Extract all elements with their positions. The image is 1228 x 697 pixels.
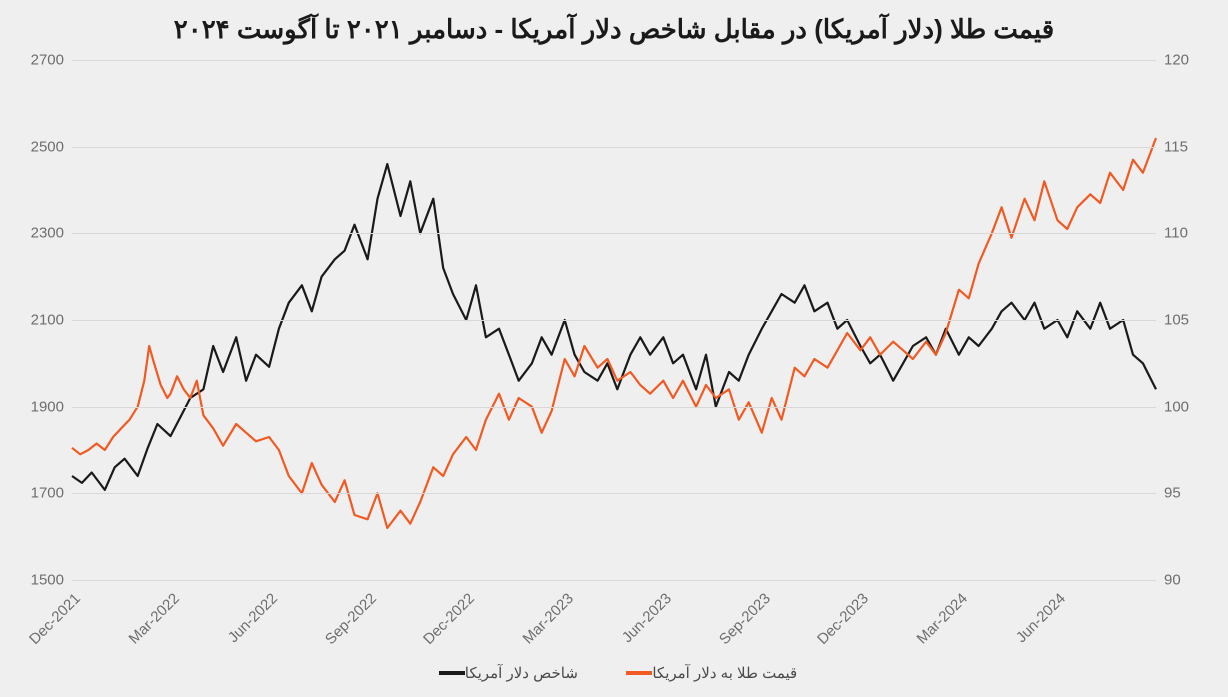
series-line-gold — [72, 138, 1156, 528]
gridline — [72, 580, 1156, 581]
y-left-tick-label: 2300 — [22, 225, 64, 242]
y-left-tick-label: 2100 — [22, 312, 64, 329]
x-tick-label: Sep-2022 — [322, 590, 380, 648]
chart-container: قیمت طلا (دلار آمریکا) در مقابل شاخص دلا… — [0, 0, 1228, 697]
gridline — [72, 493, 1156, 494]
y-left-tick-label: 1500 — [22, 572, 64, 589]
legend-swatch-gold — [626, 671, 652, 675]
x-tick-label: Mar-2024 — [914, 590, 971, 647]
gridline — [72, 320, 1156, 321]
gridline — [72, 147, 1156, 148]
y-left-tick-label: 2500 — [22, 138, 64, 155]
x-tick-label: Dec-2021 — [26, 590, 84, 648]
plot-area: 1500901700951900100210010523001102500115… — [72, 60, 1156, 580]
legend-label-gold: قیمت طلا به دلار آمریکا — [652, 664, 797, 682]
y-right-tick-label: 110 — [1164, 225, 1200, 242]
chart-title: قیمت طلا (دلار آمریکا) در مقابل شاخص دلا… — [0, 0, 1228, 45]
x-tick-label: Mar-2022 — [125, 590, 182, 647]
gridline — [72, 407, 1156, 408]
legend: قیمت طلا به دلار آمریکا شاخص دلار آمریکا — [0, 664, 1228, 683]
series-line-dxy — [72, 164, 1156, 490]
y-right-tick-label: 115 — [1164, 138, 1200, 155]
x-tick-label: Dec-2023 — [814, 590, 872, 648]
x-tick-label: Jun-2024 — [1013, 590, 1069, 646]
x-tick-label: Dec-2022 — [420, 590, 478, 648]
x-tick-label: Sep-2023 — [716, 590, 774, 648]
legend-swatch-dxy — [439, 671, 465, 675]
legend-label-dxy: شاخص دلار آمریکا — [465, 664, 578, 682]
y-right-tick-label: 105 — [1164, 312, 1200, 329]
x-tick-label: Mar-2023 — [519, 590, 576, 647]
gridline — [72, 233, 1156, 234]
legend-item-dxy: شاخص دلار آمریکا — [431, 664, 578, 682]
y-left-tick-label: 1900 — [22, 398, 64, 415]
gridline — [72, 60, 1156, 61]
legend-item-gold: قیمت طلا به دلار آمریکا — [618, 664, 797, 682]
y-right-tick-label: 90 — [1164, 572, 1200, 589]
y-right-tick-label: 120 — [1164, 52, 1200, 69]
y-right-tick-label: 95 — [1164, 485, 1200, 502]
y-left-tick-label: 2700 — [22, 52, 64, 69]
y-right-tick-label: 100 — [1164, 398, 1200, 415]
y-left-tick-label: 1700 — [22, 485, 64, 502]
x-tick-label: Jun-2022 — [225, 590, 281, 646]
x-tick-label: Jun-2023 — [619, 590, 675, 646]
